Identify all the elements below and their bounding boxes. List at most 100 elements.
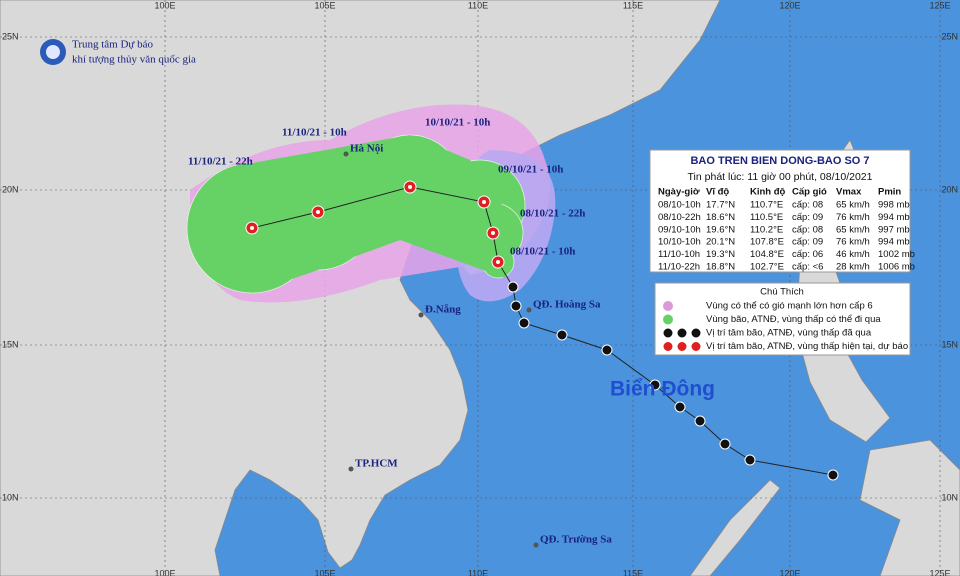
table-cell: cấp: 06 <box>792 249 823 260</box>
bulletin-table: Ngày-giờ Vĩ độ Kinh độ Cấp gió Vmax Pmin 08/10… <box>658 187 915 273</box>
place-label: Hà Nội <box>350 143 383 155</box>
table-cell: 18.8°N <box>706 262 735 273</box>
legend-item: Vị trí tâm bão, ATNĐ, vùng thấp đã qua <box>706 328 872 339</box>
lon-label: 125E <box>929 0 950 10</box>
lat-label: 25N <box>2 31 19 41</box>
past-position <box>649 379 661 391</box>
lon-label: 110E <box>468 0 488 10</box>
forecast-label: 11/10/21 - 22h <box>188 156 253 168</box>
forecast-core <box>491 231 495 235</box>
lon-label: 100E <box>154 568 175 576</box>
forecast-label: 08/10/21 - 22h <box>520 208 585 220</box>
table-cell: 08/10-22h <box>658 212 701 223</box>
lat-label: 20N <box>2 184 19 194</box>
lon-label: 120E <box>779 568 800 576</box>
table-cell: 1002 mb <box>878 249 915 260</box>
table-cell: 17.7°N <box>706 200 735 211</box>
column-header: Kinh độ <box>750 187 786 198</box>
lon-label: 110E <box>468 568 488 576</box>
lon-label: 125E <box>929 568 950 576</box>
past-position <box>507 281 519 293</box>
past-position <box>694 415 706 427</box>
bulletin-issued: Tin phát lúc: 11 giờ 00 phút, 08/10/2021 <box>688 171 873 183</box>
place-label: TP.HCM <box>355 458 398 470</box>
forecast-core <box>316 210 320 214</box>
table-cell: 1006 mb <box>878 262 915 273</box>
place-label: Đ.Nẵng <box>425 304 461 316</box>
table-cell: 107.8°E <box>750 237 784 248</box>
past-position <box>744 454 756 466</box>
table-cell: 998 mb <box>878 200 910 211</box>
place-dot <box>418 312 424 318</box>
past-position <box>510 300 522 312</box>
place-dot <box>348 466 354 472</box>
table-cell: 76 km/h <box>836 237 870 248</box>
past-positions <box>507 281 839 481</box>
table-cell: cấp: 08 <box>792 224 823 235</box>
table-cell: 102.7°E <box>750 262 784 273</box>
forecast-core <box>482 200 486 204</box>
table-cell: 65 km/h <box>836 224 870 235</box>
table-cell: 76 km/h <box>836 212 870 223</box>
forecast-core <box>408 185 412 189</box>
lon-label: 105E <box>314 568 335 576</box>
bulletin-panel <box>649 149 911 273</box>
legend-swatch <box>676 327 688 339</box>
past-position <box>827 469 839 481</box>
legend-swatch <box>690 327 702 339</box>
table-cell: 20.1°N <box>706 237 735 248</box>
past-position <box>601 344 613 356</box>
column-header: Vĩ độ <box>706 187 729 198</box>
table-cell: 08/10-10h <box>658 200 701 211</box>
forecast-core <box>250 226 254 230</box>
past-position <box>674 401 686 413</box>
place-dot <box>343 151 349 157</box>
table-cell: 19.3°N <box>706 249 735 260</box>
lon-label: 115E <box>623 0 643 10</box>
bulletin-title: BAO TREN BIEN DONG-BAO SO 7 <box>690 155 869 167</box>
table-cell: 18.6°N <box>706 212 735 223</box>
column-header: Cấp gió <box>792 187 827 198</box>
table-cell: 11/10-10h <box>658 249 700 260</box>
legend: Vùng có thể có gió mạnh lớn hơn cấp 6 Vùn… <box>662 301 908 352</box>
table-cell: 110.7°E <box>750 200 783 211</box>
header-line: Trung tâm Dự báo <box>72 39 154 51</box>
place-dot <box>526 307 532 313</box>
table-cell: 997 mb <box>878 224 910 235</box>
column-header: Vmax <box>836 187 862 198</box>
lat-label: 20N <box>941 184 958 194</box>
table-cell: cấp: <6 <box>792 262 823 273</box>
lat-label: 25N <box>941 31 958 41</box>
place-label: QĐ. Trường Sa <box>540 534 612 546</box>
past-position <box>556 329 568 341</box>
forecast-core <box>496 260 500 264</box>
column-header: Pmin <box>878 187 901 198</box>
table-cell: 110.5°E <box>750 212 783 223</box>
legend-swatch <box>676 341 688 352</box>
legend-swatch <box>663 314 673 325</box>
column-header: Ngày-giờ <box>658 187 700 198</box>
sea-label: Biển Đông <box>610 378 715 401</box>
table-cell: 10/10-10h <box>658 237 701 248</box>
table-cell: 28 km/h <box>836 262 870 273</box>
lat-label: 15N <box>941 339 958 349</box>
place-label: QĐ. Hoàng Sa <box>533 299 601 311</box>
logo <box>40 39 66 65</box>
forecast-label: 09/10/21 - 10h <box>498 164 563 176</box>
header-line: khí tượng thủy văn quốc gia <box>72 54 196 66</box>
legend-swatch <box>662 341 674 352</box>
track-zone <box>186 134 526 294</box>
forecast-label: 11/10/21 - 10h <box>282 127 347 139</box>
legend-title: Chú Thích <box>760 287 804 298</box>
table-cell: 994 mb <box>878 212 910 223</box>
legend-swatch <box>690 341 702 352</box>
forecast-label: 10/10/21 - 10h <box>425 117 490 129</box>
table-cell: 994 mb <box>878 237 910 248</box>
forecast-positions <box>245 180 505 269</box>
past-position <box>518 317 530 329</box>
table-cell: 104.8°E <box>750 249 784 260</box>
table-cell: 19.6°N <box>706 224 735 235</box>
